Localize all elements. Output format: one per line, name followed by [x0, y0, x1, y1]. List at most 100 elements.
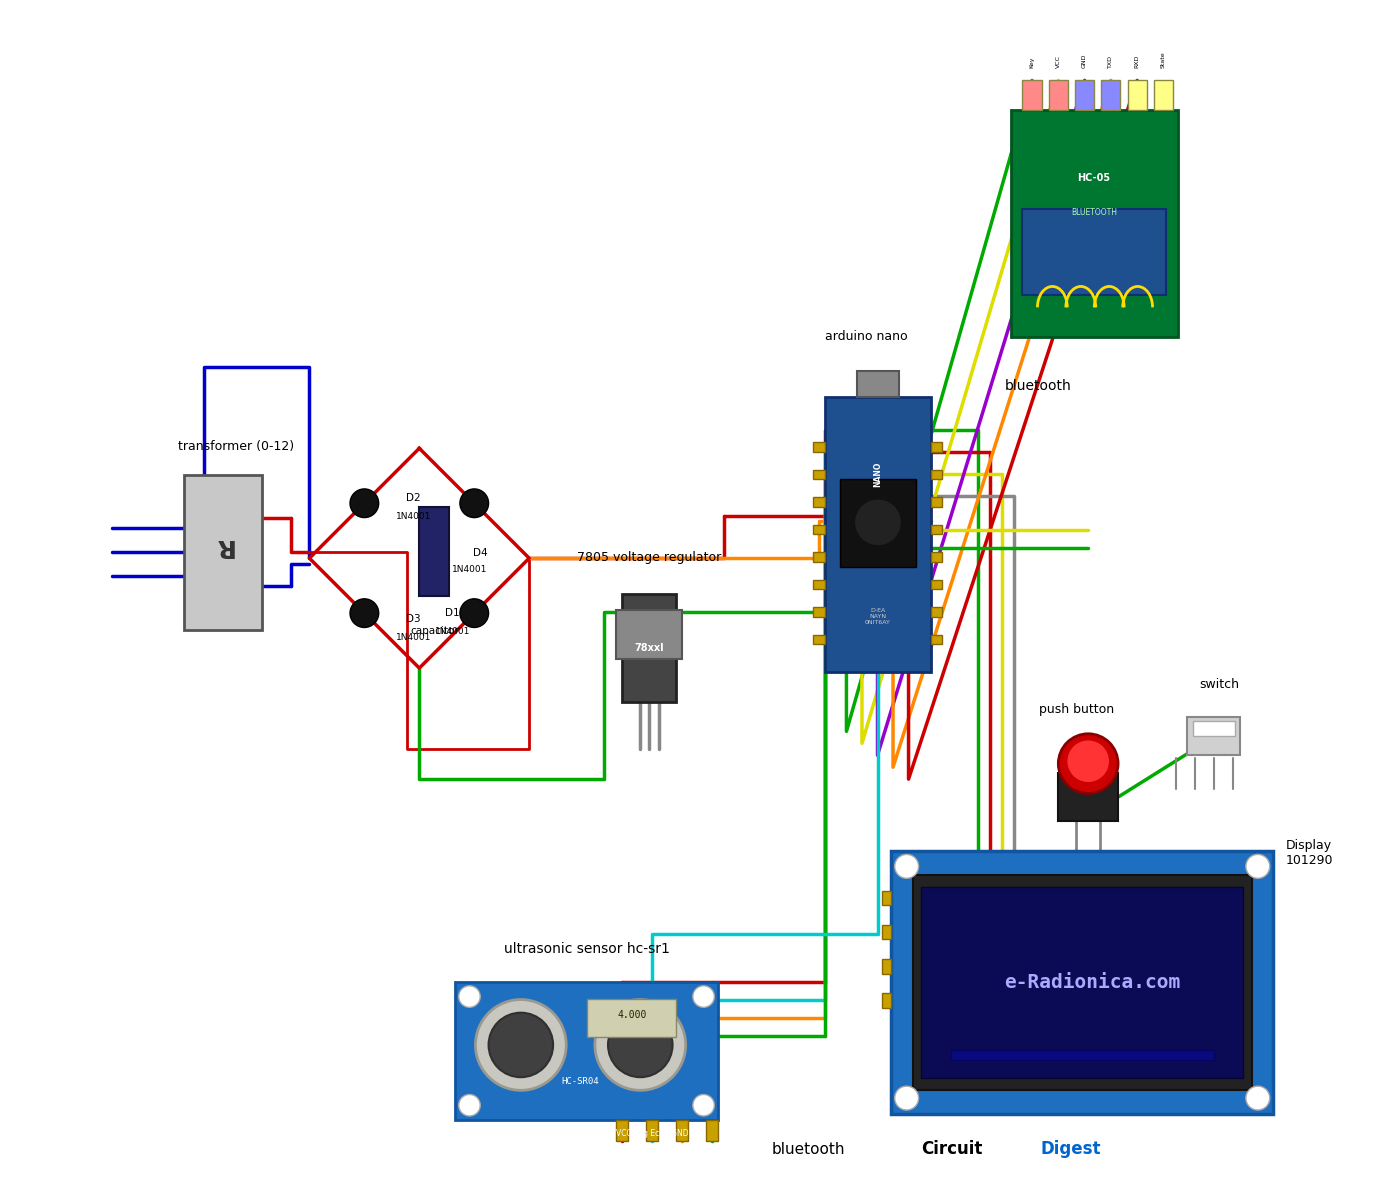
- Circle shape: [459, 986, 480, 1007]
- Circle shape: [489, 1013, 553, 1078]
- Circle shape: [595, 1000, 686, 1091]
- Text: VCC: VCC: [1056, 55, 1061, 68]
- Circle shape: [461, 488, 489, 517]
- Text: HC-SR04: HC-SR04: [561, 1076, 599, 1086]
- Text: GND: GND: [1082, 54, 1088, 68]
- Text: bluetooth: bluetooth: [1005, 379, 1071, 394]
- Bar: [1011, 110, 1177, 337]
- Bar: [813, 552, 826, 562]
- Circle shape: [693, 986, 714, 1007]
- Circle shape: [693, 1094, 714, 1116]
- Bar: [813, 497, 826, 506]
- Bar: [647, 1120, 658, 1141]
- Text: D4: D4: [473, 547, 487, 558]
- Bar: [455, 983, 718, 1120]
- Bar: [1127, 80, 1147, 110]
- Bar: [857, 371, 899, 397]
- Bar: [1075, 80, 1095, 110]
- Bar: [420, 506, 449, 596]
- Bar: [1022, 209, 1166, 295]
- Bar: [1058, 773, 1119, 821]
- Bar: [892, 851, 1274, 1114]
- Bar: [931, 497, 942, 506]
- Bar: [1022, 80, 1042, 110]
- Text: D3: D3: [406, 613, 420, 624]
- Bar: [813, 580, 826, 589]
- Bar: [913, 875, 1252, 1090]
- Text: switch: switch: [1200, 678, 1239, 691]
- Text: 1N4001: 1N4001: [434, 628, 470, 636]
- Bar: [706, 1120, 718, 1141]
- Bar: [931, 524, 942, 534]
- Bar: [882, 959, 892, 973]
- Text: Circuit: Circuit: [921, 1140, 983, 1158]
- Bar: [931, 552, 942, 562]
- Text: transformer (0-12): transformer (0-12): [178, 440, 294, 454]
- Text: BLUETOOTH: BLUETOOTH: [1071, 208, 1117, 217]
- Bar: [813, 470, 826, 479]
- Bar: [623, 594, 676, 702]
- Text: 1N4001: 1N4001: [396, 512, 431, 521]
- Bar: [676, 1120, 687, 1141]
- Circle shape: [854, 498, 902, 546]
- Text: 4.000: 4.000: [617, 1010, 647, 1020]
- Circle shape: [608, 1013, 672, 1078]
- Text: RXD: RXD: [1134, 55, 1140, 68]
- Text: D1: D1: [445, 608, 459, 618]
- Text: 78xxl: 78xxl: [634, 643, 664, 653]
- Text: NANO: NANO: [874, 461, 882, 486]
- Circle shape: [476, 1000, 566, 1091]
- Text: e-Radionica.com: e-Radionica.com: [1004, 973, 1180, 991]
- Circle shape: [350, 488, 378, 517]
- Circle shape: [1067, 739, 1110, 782]
- Circle shape: [1246, 854, 1270, 878]
- Text: TXD: TXD: [1109, 55, 1113, 68]
- Bar: [882, 925, 892, 940]
- Text: Display
101290: Display 101290: [1285, 839, 1333, 866]
- Circle shape: [895, 1086, 918, 1110]
- Bar: [587, 998, 676, 1037]
- Text: State: State: [1161, 52, 1166, 68]
- Bar: [616, 610, 682, 659]
- Circle shape: [1058, 733, 1119, 793]
- Bar: [813, 635, 826, 644]
- Text: D-EA
NAYN
0NIT6AY: D-EA NAYN 0NIT6AY: [865, 608, 890, 625]
- Text: ultrasonic sensor hc-sr1: ultrasonic sensor hc-sr1: [504, 942, 669, 956]
- Text: HC-05: HC-05: [1078, 173, 1110, 184]
- Text: Digest: Digest: [1040, 1140, 1100, 1158]
- Bar: [813, 607, 826, 617]
- Bar: [1193, 721, 1235, 736]
- Text: D2: D2: [406, 493, 420, 503]
- Bar: [931, 580, 942, 589]
- Text: bluetooth: bluetooth: [771, 1142, 846, 1157]
- Bar: [931, 635, 942, 644]
- Text: VCC Trig Echo GND: VCC Trig Echo GND: [616, 1129, 689, 1138]
- Bar: [1049, 80, 1068, 110]
- Bar: [813, 443, 826, 452]
- Bar: [1102, 80, 1120, 110]
- Text: arduino nano: arduino nano: [826, 330, 909, 343]
- Bar: [882, 890, 892, 905]
- Text: 1N4001: 1N4001: [452, 565, 487, 574]
- Text: R: R: [213, 534, 232, 558]
- Bar: [931, 607, 942, 617]
- Text: 1N4001: 1N4001: [396, 632, 431, 642]
- Circle shape: [1246, 1086, 1270, 1110]
- Text: push button: push button: [1039, 703, 1114, 716]
- Circle shape: [459, 1094, 480, 1116]
- Bar: [183, 474, 262, 630]
- Bar: [931, 470, 942, 479]
- Bar: [1154, 80, 1173, 110]
- Text: capacitor: capacitor: [410, 626, 459, 636]
- Circle shape: [350, 599, 378, 628]
- Circle shape: [895, 854, 918, 878]
- Bar: [616, 1120, 629, 1141]
- Bar: [931, 443, 942, 452]
- Text: Key: Key: [1029, 56, 1035, 68]
- Bar: [1187, 718, 1240, 755]
- Bar: [951, 1050, 1214, 1060]
- Bar: [840, 479, 916, 568]
- Bar: [921, 887, 1243, 1078]
- Bar: [882, 994, 892, 1008]
- Text: 7805 voltage regulator: 7805 voltage regulator: [577, 551, 721, 564]
